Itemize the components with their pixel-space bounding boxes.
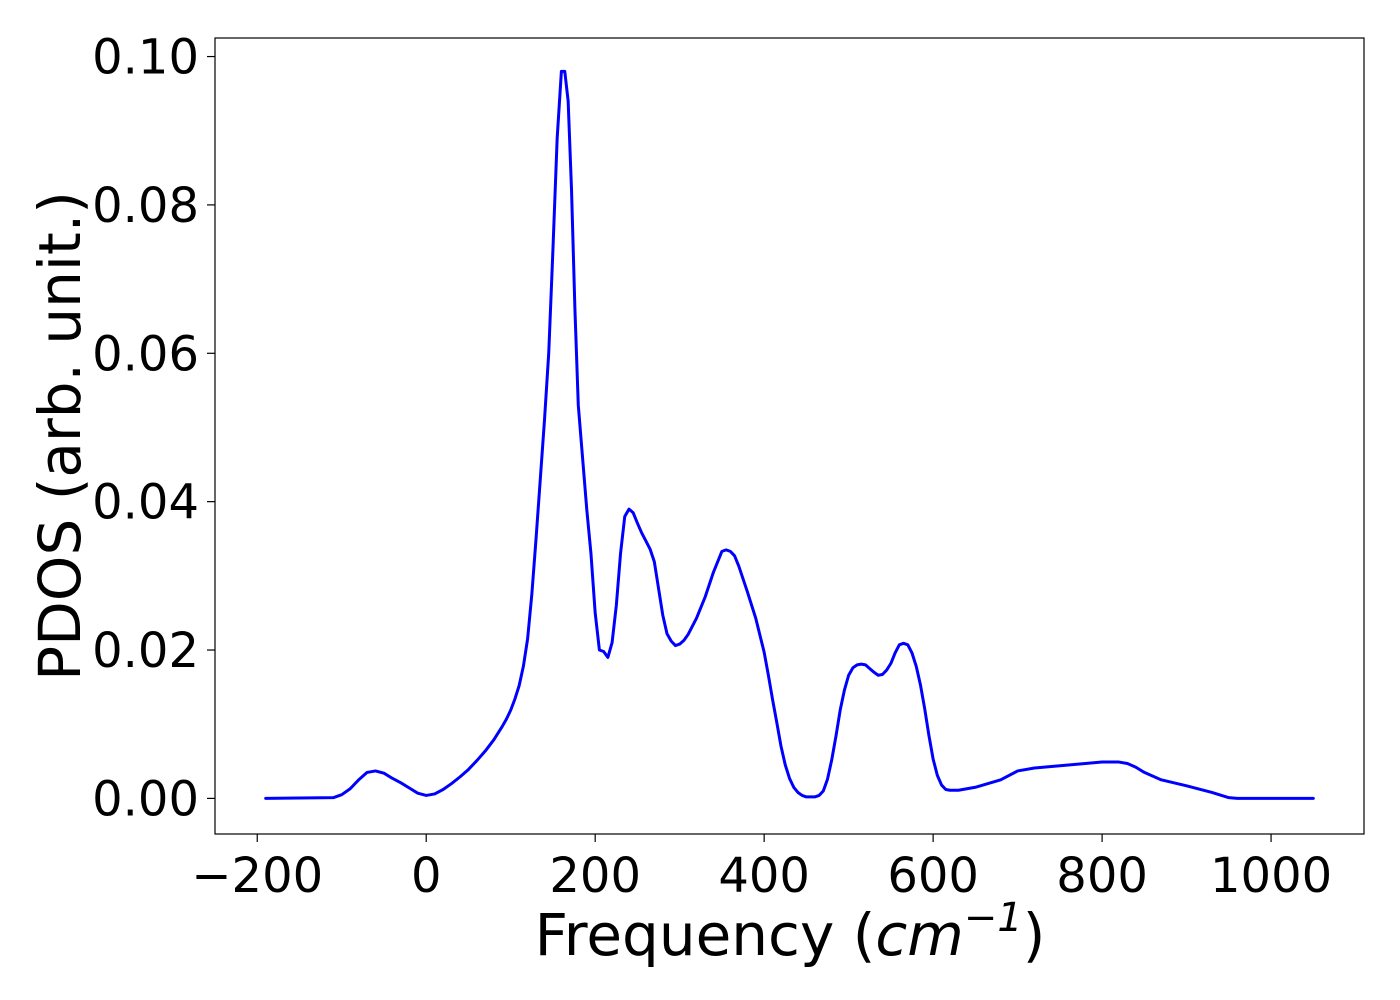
series-line-pdos [264, 69, 1315, 800]
x-tick-label: 1000 [1210, 848, 1332, 904]
x-axis-ticks: −200 0 200 400 600 800 1000 [191, 834, 1332, 904]
x-axis-label: Frequency (cm−1) [535, 895, 1046, 969]
y-tick-label: 0.08 [92, 178, 199, 234]
x-tick-label: 200 [549, 848, 641, 904]
x-tick-label: −200 [191, 848, 323, 904]
y-tick-label: 0.04 [92, 475, 199, 531]
y-axis-ticks: 0.00 0.02 0.04 0.06 0.08 0.10 [92, 30, 215, 827]
y-tick-label: 0.10 [92, 30, 199, 86]
y-tick-label: 0.06 [92, 326, 199, 382]
x-tick-label: 400 [718, 848, 810, 904]
x-tick-label: 0 [411, 848, 442, 904]
x-axis-label-prefix: Frequency ( [535, 901, 876, 969]
x-axis-label-unit: cm [875, 901, 963, 969]
x-axis-label-suffix: ) [1023, 901, 1046, 969]
plot-frame [214, 37, 1365, 835]
y-axis-label: PDOS (arb. unit.) [26, 191, 94, 681]
y-tick-label: 0.00 [92, 771, 199, 827]
x-axis-label-unit-exponent: −1 [964, 895, 1023, 941]
x-tick-label: 800 [1056, 848, 1148, 904]
x-tick-label: 600 [887, 848, 979, 904]
y-tick-label: 0.02 [92, 623, 199, 679]
